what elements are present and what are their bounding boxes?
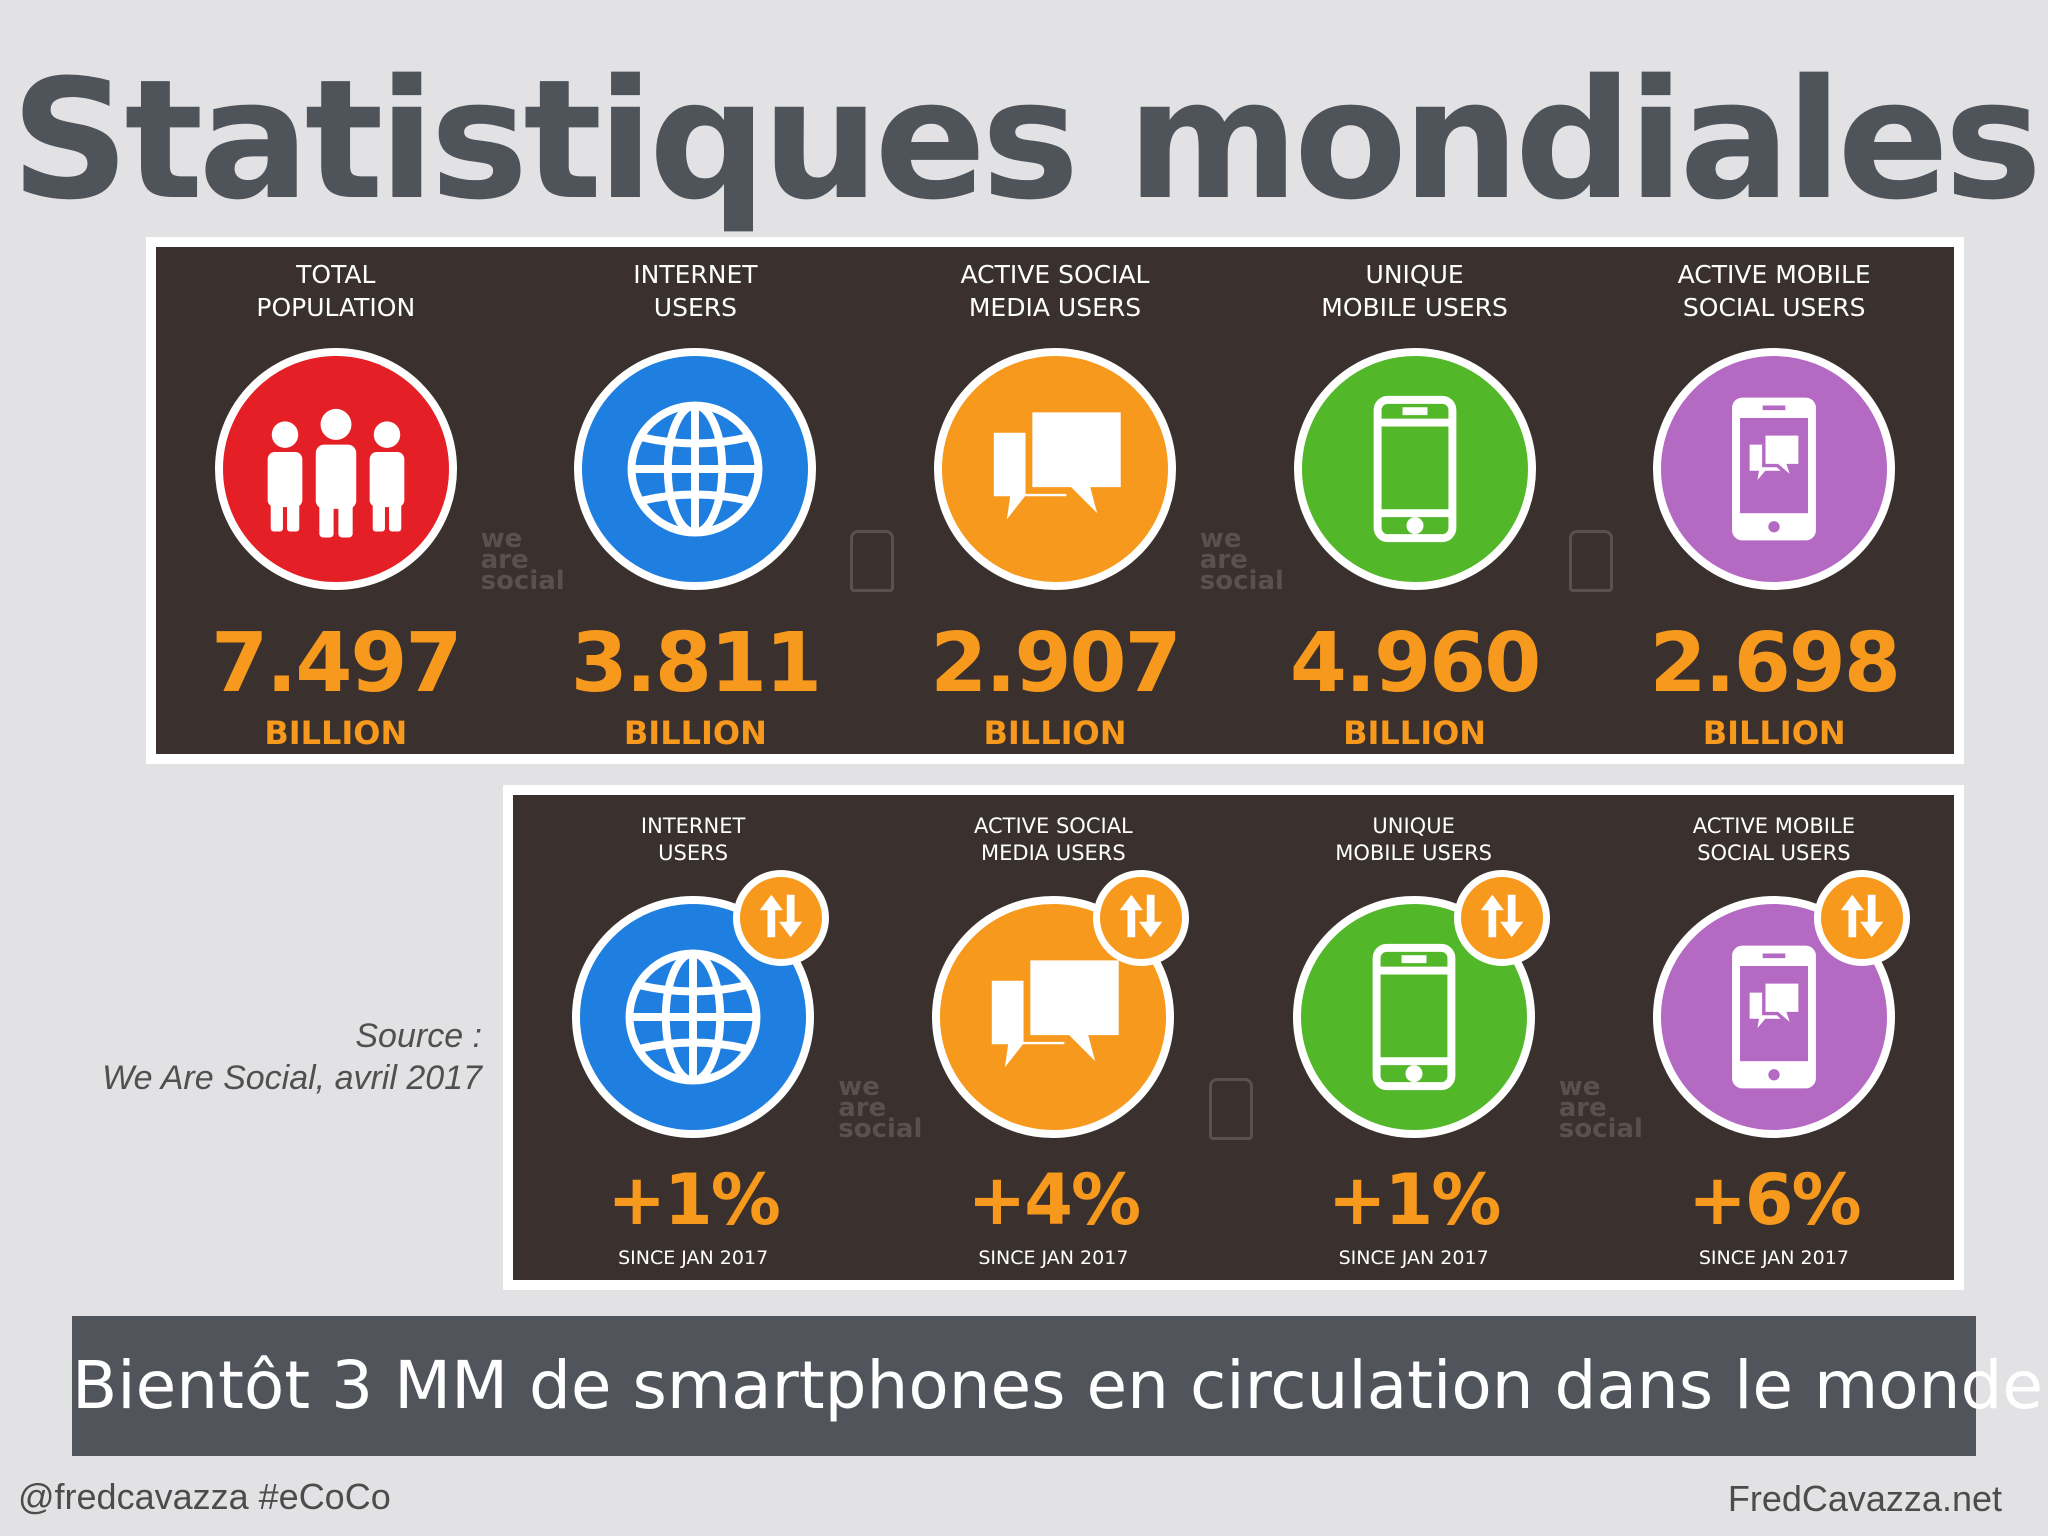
stat-circle xyxy=(1653,348,1896,590)
stat-label-line2: SOCIAL USERS xyxy=(1682,292,1866,322)
stat-label: TOTAL POPULATION xyxy=(156,259,516,324)
stat-value: +4% xyxy=(967,1159,1142,1241)
stat-circle xyxy=(574,348,817,590)
mobile-chat-icon xyxy=(1689,932,1859,1102)
stat-label-line1: UNIQUE xyxy=(1372,814,1455,838)
stat-label: ACTIVE SOCIAL MEDIA USERS xyxy=(875,259,1235,324)
stat-column-chat-bubbles: ACTIVE SOCIAL MEDIA USERS 2.907 BILLION xyxy=(875,247,1235,754)
mobile-chat-icon xyxy=(1689,384,1859,554)
stat-value: +1% xyxy=(607,1159,781,1241)
growth-stats-panel: INTERNET USERS +1% SINCE JAN 2017 ACTIVE SO… xyxy=(503,785,1964,1290)
stat-unit: BILLION xyxy=(1343,714,1487,752)
stat-unit: SINCE JAN 2017 xyxy=(978,1247,1129,1269)
source-note: Source : We Are Social, avril 2017 xyxy=(102,1015,482,1099)
stat-label-line2: MEDIA USERS xyxy=(968,292,1142,322)
stat-label-line2: MEDIA USERS xyxy=(981,841,1126,866)
stat-circle xyxy=(1293,348,1536,590)
stat-label: UNIQUE MOBILE USERS xyxy=(1235,259,1595,324)
stat-label: ACTIVE MOBILE SOCIAL USERS xyxy=(1594,259,1954,324)
chat-bubbles-icon xyxy=(968,932,1138,1102)
mobile-phone-icon xyxy=(1329,932,1499,1102)
stat-value: 3.811 xyxy=(570,616,822,711)
stat-value: +6% xyxy=(1688,1159,1862,1241)
growth-badge xyxy=(1453,870,1550,966)
owl-logo-icon xyxy=(850,530,895,592)
stat-circle xyxy=(933,348,1176,590)
stat-unit: BILLION xyxy=(623,714,767,752)
stat-label-line2: MOBILE USERS xyxy=(1321,292,1508,322)
watermark-logo: we are social xyxy=(480,524,565,596)
stat-value: 2.907 xyxy=(930,616,1181,711)
stat-unit: BILLION xyxy=(983,714,1127,752)
stat-column-mobile-phone: UNIQUE MOBILE USERS 4.960 BILLION xyxy=(1235,247,1595,754)
source-reference: We Are Social, avril 2017 xyxy=(102,1059,482,1097)
stat-label-line1: ACTIVE SOCIAL xyxy=(973,814,1133,838)
stat-value: 4.960 xyxy=(1289,616,1541,711)
stat-label-line2: MOBILE USERS xyxy=(1335,841,1493,866)
stat-column-people: TOTAL POPULATION 7.497 BILLION xyxy=(156,247,516,754)
stat-column-globe: INTERNET USERS 3.811 BILLION xyxy=(516,247,876,754)
footer-handle: @fredcavazza #eCoCo xyxy=(18,1476,391,1517)
stat-label-line1: INTERNET xyxy=(640,814,746,838)
stat-label-line1: TOTAL xyxy=(296,260,376,289)
stat-label-line1: ACTIVE MOBILE xyxy=(1677,260,1871,289)
stat-value: 7.497 xyxy=(211,616,462,711)
owl-logo-icon xyxy=(1208,1078,1253,1140)
stat-circle xyxy=(932,896,1175,1138)
source-label: Source : xyxy=(355,1017,482,1055)
stat-unit: BILLION xyxy=(264,714,408,752)
growth-badge xyxy=(1093,870,1190,966)
up-down-arrows-icon xyxy=(1833,887,1891,950)
watermark-logo: we are social xyxy=(1199,524,1284,596)
stat-unit: SINCE JAN 2017 xyxy=(1338,1247,1489,1269)
stat-label-line1: UNIQUE xyxy=(1365,260,1464,289)
growth-badge xyxy=(733,870,830,966)
stat-column-mobile-phone: UNIQUE MOBILE USERS +1% SINCE JAN 2017 xyxy=(1234,795,1594,1280)
stat-label-line1: ACTIVE MOBILE xyxy=(1692,814,1855,838)
global-stats-panel: TOTAL POPULATION 7.497 BILLION INTERNET USER… xyxy=(146,237,1964,764)
stat-value: 2.698 xyxy=(1649,616,1901,711)
stat-unit: BILLION xyxy=(1702,714,1846,752)
stat-column-globe: INTERNET USERS +1% SINCE JAN 2017 xyxy=(513,795,873,1280)
watermark-logo: we are social xyxy=(838,1072,923,1144)
growth-badge xyxy=(1813,870,1910,966)
stat-label: ACTIVE MOBILE SOCIAL USERS xyxy=(1594,813,1954,868)
chat-bubbles-icon xyxy=(970,384,1140,554)
stat-label-line2: USERS xyxy=(653,292,737,322)
up-down-arrows-icon xyxy=(752,887,810,950)
headline-banner: Bientôt 3 MM de smartphones en circulati… xyxy=(72,1316,2043,1456)
owl-logo-icon xyxy=(1569,530,1614,592)
stat-label-line1: ACTIVE SOCIAL xyxy=(960,260,1150,289)
stat-circle xyxy=(214,348,457,590)
stat-column-mobile-chat: ACTIVE MOBILE SOCIAL USERS 2.698 BILLION xyxy=(1594,247,1954,754)
watermark-logo: we are social xyxy=(1558,1072,1643,1144)
up-down-arrows-icon xyxy=(1112,887,1170,950)
stat-label-line2: SOCIAL USERS xyxy=(1697,841,1851,866)
stat-label: ACTIVE SOCIAL MEDIA USERS xyxy=(873,813,1233,868)
globe-icon xyxy=(608,932,778,1102)
globe-icon xyxy=(610,384,780,554)
stat-label-line1: INTERNET xyxy=(633,260,758,289)
people-icon xyxy=(251,384,421,554)
stat-label: UNIQUE MOBILE USERS xyxy=(1234,813,1594,868)
stat-label-line2: USERS xyxy=(658,841,729,866)
footer-website: FredCavazza.net xyxy=(1727,1478,2002,1519)
mobile-phone-icon xyxy=(1330,384,1500,554)
stat-unit: SINCE JAN 2017 xyxy=(1698,1247,1849,1269)
stat-label: INTERNET USERS xyxy=(513,813,873,868)
stat-column-mobile-chat: ACTIVE MOBILE SOCIAL USERS +6% SINCE JAN 2… xyxy=(1594,795,1954,1280)
stat-value: +1% xyxy=(1327,1159,1502,1241)
up-down-arrows-icon xyxy=(1473,887,1531,950)
stat-label: INTERNET USERS xyxy=(516,259,876,324)
stat-label-line2: POPULATION xyxy=(256,292,416,322)
stat-column-chat-bubbles: ACTIVE SOCIAL MEDIA USERS +4% SINCE JAN 20… xyxy=(873,795,1233,1280)
stat-unit: SINCE JAN 2017 xyxy=(618,1247,769,1269)
slide-title: Statistiques mondiales xyxy=(10,44,2043,236)
